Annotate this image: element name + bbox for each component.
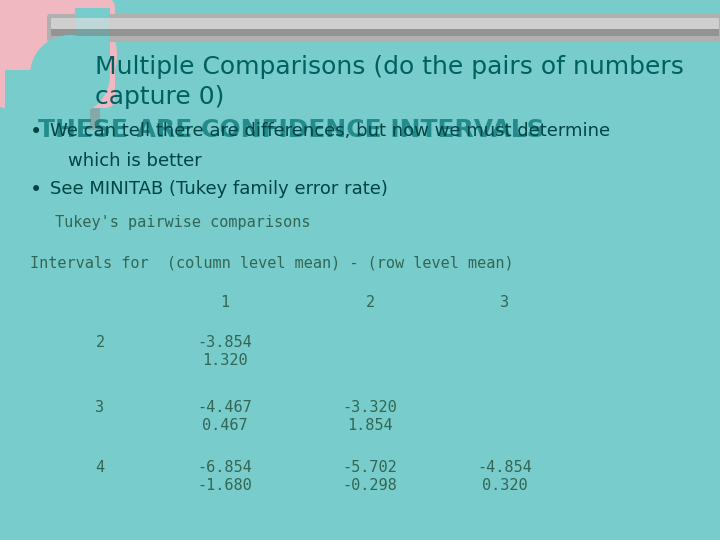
Text: 4: 4 [96,460,104,475]
Text: Multiple Comparisons (do the pairs of numbers: Multiple Comparisons (do the pairs of nu… [95,55,684,79]
Text: which is better: which is better [68,152,202,170]
Ellipse shape [7,0,117,110]
Text: THESE ARE CONFIDENCE INTERVALS: THESE ARE CONFIDENCE INTERVALS [38,118,544,142]
Text: 0.320: 0.320 [482,478,528,493]
Text: -1.680: -1.680 [197,478,253,493]
Text: Intervals for  (column level mean) - (row level mean): Intervals for (column level mean) - (row… [30,255,513,270]
Text: -3.854: -3.854 [197,335,253,350]
Bar [75,8,110,58]
Text: capture 0): capture 0) [95,85,225,109]
Text: -0.298: -0.298 [343,478,397,493]
Text: 1: 1 [220,295,230,310]
Text: •: • [30,180,42,200]
Text: 2: 2 [366,295,374,310]
Text: 1.854: 1.854 [347,418,393,433]
Text: 3: 3 [96,400,104,415]
Text: Tukey's pairwise comparisons: Tukey's pairwise comparisons [55,215,310,230]
FancyBboxPatch shape [51,18,719,29]
Text: -6.854: -6.854 [197,460,253,475]
FancyBboxPatch shape [51,29,719,36]
FancyBboxPatch shape [0,0,115,108]
Text: -5.702: -5.702 [343,460,397,475]
Bar [5,70,90,130]
Text: -4.467: -4.467 [197,400,253,415]
Text: We can tell there are differences, but now we must determine: We can tell there are differences, but n… [50,122,610,140]
Ellipse shape [30,35,110,115]
Text: 1.320: 1.320 [202,353,248,368]
FancyBboxPatch shape [47,14,720,42]
Text: 2: 2 [96,335,104,350]
Ellipse shape [40,33,110,103]
FancyBboxPatch shape [5,45,100,130]
Text: See MINITAB (Tukey family error rate): See MINITAB (Tukey family error rate) [50,180,388,198]
Text: -4.854: -4.854 [477,460,532,475]
Text: 0.467: 0.467 [202,418,248,433]
Text: •: • [30,122,42,142]
Text: -3.320: -3.320 [343,400,397,415]
Text: 3: 3 [500,295,510,310]
